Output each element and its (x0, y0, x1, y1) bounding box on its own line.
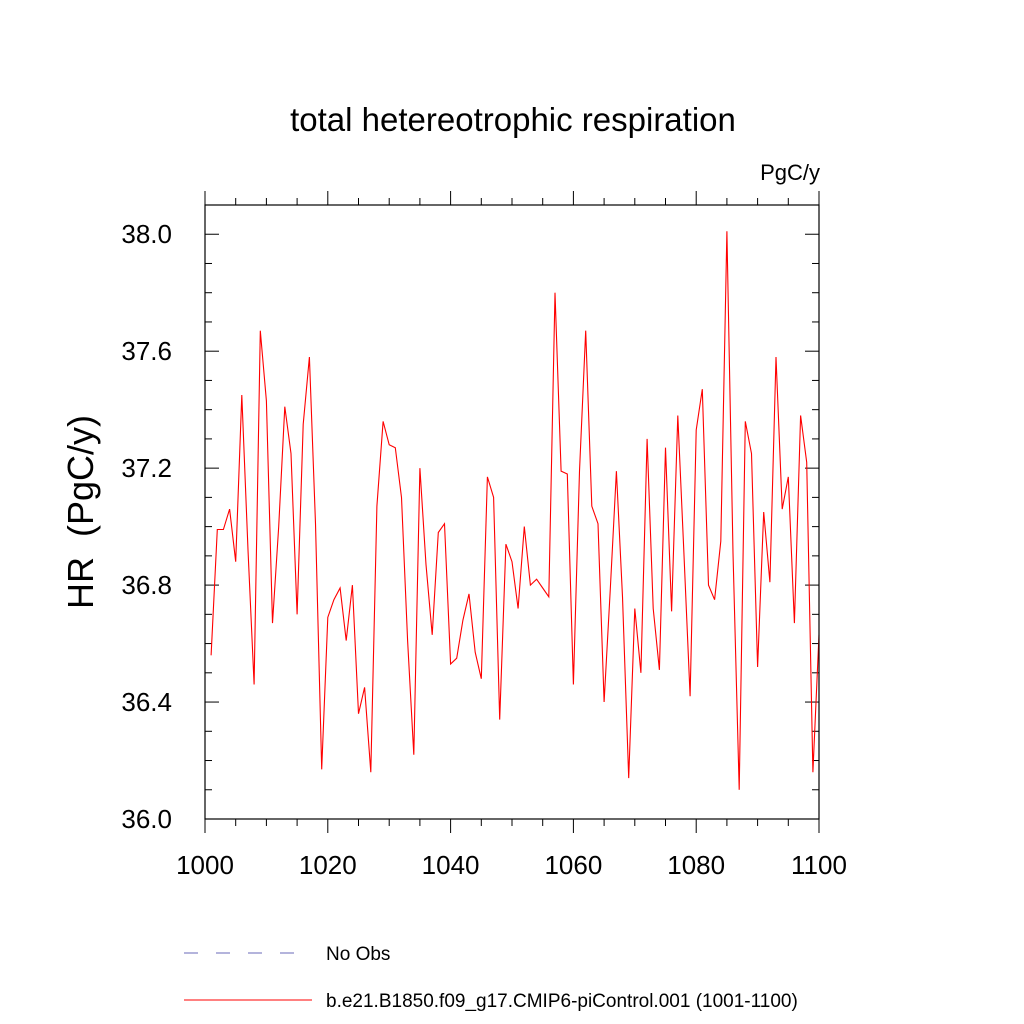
x-tick-label: 1000 (176, 850, 234, 880)
y-tick-label: 37.2 (121, 453, 172, 483)
y-tick-label: 37.6 (121, 336, 172, 366)
x-tick-label: 1100 (791, 850, 847, 880)
x-tick-label: 1040 (422, 850, 480, 880)
y-tick-label: 36.4 (121, 687, 172, 717)
legend-label: b.e21.B1850.f09_g17.CMIP6-piControl.001 … (326, 991, 798, 1012)
plot-frame (204, 204, 820, 820)
x-tick-label: 1080 (667, 850, 725, 880)
x-tick-label: 1020 (299, 850, 357, 880)
y-tick-label: 38.0 (121, 219, 172, 249)
units-label: PgC/y (760, 160, 820, 185)
y-tick-label: 36.8 (121, 570, 172, 600)
y-axis-label: HR (PgC/y) (60, 415, 101, 609)
y-tick-label: 36.0 (121, 804, 172, 834)
legend-label: No Obs (326, 944, 390, 965)
x-tick-label: 1060 (544, 850, 602, 880)
chart-title: total hetereotrophic respiration (290, 101, 736, 138)
data-series-line (210, 231, 820, 790)
